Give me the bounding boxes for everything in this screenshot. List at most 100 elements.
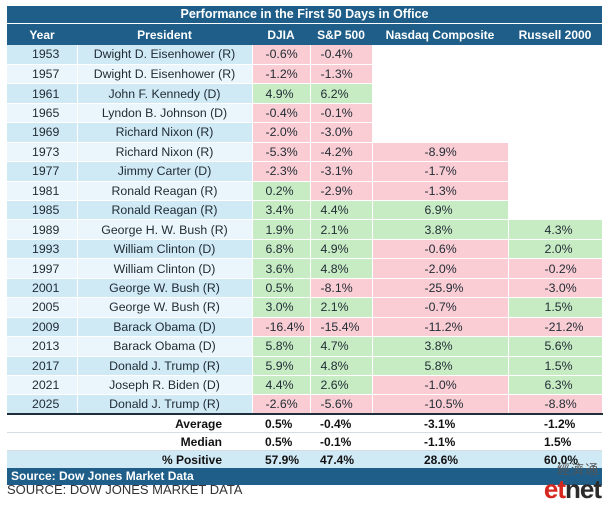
cell-djia: 3.0%	[252, 297, 311, 318]
cell-djia: 4.4%	[252, 375, 311, 396]
cell-sp500: -5.6%	[310, 394, 373, 415]
summary-djia: 0.5%	[252, 432, 310, 452]
cell-sp500: -8.1%	[310, 278, 373, 299]
cell-sp500: -2.9%	[310, 181, 373, 202]
cell-sp500: 2.6%	[310, 375, 373, 396]
col-header-russell: Russell 2000	[508, 23, 602, 45]
logo-net: net	[565, 474, 602, 504]
cell-russell	[508, 122, 603, 143]
cell-year: 2009	[7, 317, 78, 338]
cell-president: George W. Bush (R)	[77, 297, 253, 318]
table-row: 1961 John F. Kennedy (D) 4.9% 6.2%	[7, 83, 603, 104]
table-body: 1953 Dwight D. Eisenhower (R) -0.6% -0.4% 19…	[7, 45, 603, 415]
cell-sp500: 6.2%	[310, 83, 373, 104]
summary-label: Average	[77, 413, 252, 434]
cell-nasdaq: 5.8%	[372, 356, 509, 376]
table-row: 2017 Donald J. Trump (R) 5.9% 4.8% 5.8% 1.5%	[7, 356, 603, 376]
cell-djia: -2.3%	[252, 161, 311, 182]
cell-russell	[508, 161, 603, 182]
cell-year: 1969	[7, 122, 78, 143]
cell-sp500: 4.8%	[310, 356, 373, 376]
cell-year: 2017	[7, 356, 78, 376]
source-bar: Source: Dow Jones Market Data	[7, 468, 602, 486]
summary-row: % Positive 57.9% 47.4% 28.6% 60.0%	[7, 450, 602, 469]
cell-russell: -21.2%	[508, 317, 603, 338]
cell-nasdaq	[372, 103, 509, 124]
cell-sp500: 2.1%	[310, 219, 373, 240]
cell-russell	[508, 103, 603, 124]
cell-russell	[508, 200, 603, 221]
cell-president: Barack Obama (D)	[77, 317, 253, 338]
cell-djia: 1.9%	[252, 219, 311, 240]
cell-year: 1957	[7, 64, 78, 85]
cell-president: Barack Obama (D)	[77, 336, 253, 357]
table-row: 1993 William Clinton (D) 6.8% 4.9% -0.6% 2.0%	[7, 239, 603, 260]
table-row: 1977 Jimmy Carter (D) -2.3% -3.1% -1.7%	[7, 161, 603, 182]
cell-djia: -5.3%	[252, 142, 311, 163]
cell-nasdaq: 6.9%	[372, 200, 509, 221]
summary-nasdaq: 28.6%	[372, 450, 508, 469]
table-row: 2025 Donald J. Trump (R) -2.6% -5.6% -10.5% -…	[7, 394, 603, 415]
cell-sp500: 4.9%	[310, 239, 373, 260]
table-row: 2001 George W. Bush (R) 0.5% -8.1% -25.9% -3.…	[7, 278, 603, 299]
table-row: 2013 Barack Obama (D) 5.8% 4.7% 3.8% 5.6%	[7, 336, 603, 357]
table-row: 1969 Richard Nixon (R) -2.0% -3.0%	[7, 122, 603, 143]
logo-chinese-text: 經濟通	[556, 463, 599, 478]
cell-nasdaq	[372, 83, 509, 104]
cell-sp500: -0.4%	[310, 45, 373, 65]
cell-djia: 0.5%	[252, 278, 311, 299]
col-header-president: President	[77, 23, 252, 45]
cell-year: 1985	[7, 200, 78, 221]
logo-et: et	[543, 474, 566, 504]
cell-president: William Clinton (D)	[77, 258, 253, 279]
col-header-nasdaq: Nasdaq Composite	[372, 23, 508, 45]
table-row: 1985 Ronald Reagan (R) 3.4% 4.4% 6.9%	[7, 200, 603, 221]
table-row: 1965 Lyndon B. Johnson (D) -0.4% -0.1%	[7, 103, 603, 124]
cell-djia: 4.9%	[252, 83, 311, 104]
cell-sp500: 4.4%	[310, 200, 373, 221]
cell-president: Joseph R. Biden (D)	[77, 375, 253, 396]
cell-djia: -2.6%	[252, 394, 311, 415]
cell-russell: 1.5%	[508, 297, 603, 318]
cell-djia: 6.8%	[252, 239, 311, 260]
summary-sp500: -0.1%	[310, 432, 372, 452]
cell-year: 1993	[7, 239, 78, 260]
summary-empty-cell	[7, 413, 77, 434]
summary-russell: 60.0%	[508, 450, 602, 469]
summary-row: Median 0.5% -0.1% -1.1% 1.5%	[7, 432, 602, 452]
cell-russell: 5.6%	[508, 336, 603, 357]
cell-year: 1961	[7, 83, 78, 104]
cell-russell: 6.3%	[508, 375, 603, 396]
cell-sp500: 4.8%	[310, 258, 373, 279]
col-header-sp500: S&P 500	[310, 23, 372, 45]
summary-empty-cell	[7, 432, 77, 452]
cell-djia: -16.4%	[252, 317, 311, 338]
cell-president: Donald J. Trump (R)	[77, 394, 253, 415]
summary-sp500: -0.4%	[310, 413, 372, 434]
cell-russell	[508, 45, 603, 65]
cell-president: Lyndon B. Johnson (D)	[77, 103, 253, 124]
cell-sp500: -0.1%	[310, 103, 373, 124]
cell-year: 2001	[7, 278, 78, 299]
cell-year: 1981	[7, 181, 78, 202]
table-row: 1981 Ronald Reagan (R) 0.2% -2.9% -1.3%	[7, 181, 603, 202]
cell-russell: -3.0%	[508, 278, 603, 299]
cell-nasdaq: -0.7%	[372, 297, 509, 318]
cell-president: Dwight D. Eisenhower (R)	[77, 45, 253, 65]
cell-djia: 5.9%	[252, 356, 311, 376]
summary-label: % Positive	[77, 450, 252, 469]
cell-nasdaq: -11.2%	[372, 317, 509, 338]
cell-president: Donald J. Trump (R)	[77, 356, 253, 376]
summary-djia: 0.5%	[252, 413, 310, 434]
cell-nasdaq	[372, 64, 509, 85]
header-row: Year President DJIA S&P 500 Nasdaq Compo…	[7, 23, 602, 45]
cell-president: John F. Kennedy (D)	[77, 83, 253, 104]
table-title: Performance in the First 50 Days in Offi…	[7, 6, 602, 23]
cell-nasdaq: -1.0%	[372, 375, 509, 396]
cell-nasdaq	[372, 122, 509, 143]
summary-russell: -1.2%	[508, 413, 602, 434]
cell-president: George W. Bush (R)	[77, 278, 253, 299]
cell-sp500: -3.0%	[310, 122, 373, 143]
performance-table-card: Performance in the First 50 Days in Offi…	[7, 6, 603, 486]
cell-year: 1973	[7, 142, 78, 163]
